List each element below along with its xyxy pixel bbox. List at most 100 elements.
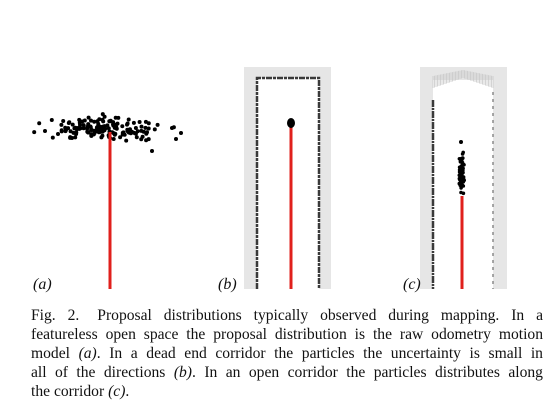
particle-a (50, 135, 55, 140)
particle-a (77, 120, 82, 125)
particle-a (132, 130, 137, 135)
particle-a (49, 118, 54, 122)
corridor-b-walls (255, 76, 321, 289)
particle-a (118, 135, 123, 140)
particle-a (146, 121, 151, 126)
particle-a (144, 138, 149, 143)
particle-a (125, 122, 129, 127)
ref-b: (b) (173, 364, 192, 381)
panel-b-label: (b) (218, 276, 237, 293)
particle-c (459, 176, 463, 181)
particle-a (146, 126, 151, 131)
corridor-b-floor (257, 78, 319, 289)
particle-a (61, 119, 66, 123)
particle-a (103, 126, 108, 131)
particle-a (59, 122, 64, 127)
particle-a (76, 126, 81, 130)
particle-a (95, 119, 100, 124)
figure-number: Fig. 2. (31, 307, 80, 324)
particle-a (100, 129, 105, 134)
particle-a (141, 129, 146, 134)
particle-a (81, 126, 86, 131)
particle-a (128, 127, 132, 132)
particle-a (70, 122, 75, 127)
particle-a (101, 119, 106, 124)
particle-c (461, 162, 466, 167)
particle-a (32, 130, 37, 135)
particle-a (92, 119, 97, 124)
particle-c (461, 150, 466, 155)
particle-a (37, 121, 42, 126)
particle-a (81, 123, 86, 128)
particle-a (43, 129, 47, 133)
particle-a (134, 135, 139, 140)
particle-a (133, 126, 138, 130)
particle-a (70, 136, 74, 140)
caption-line-1: Fig. 2. Proposal distributions typically … (31, 307, 544, 324)
particle-c (459, 140, 463, 144)
particle-a (152, 127, 157, 132)
particle-a (170, 126, 174, 130)
particle-a (86, 130, 91, 135)
particle-a (102, 114, 107, 119)
caption-line-4: all of the directions (b). In an open co… (31, 364, 543, 381)
particle-a (111, 120, 116, 125)
particle-cluster-b (287, 118, 295, 128)
particle-a (89, 118, 93, 123)
caption-line-2: featureless open space the proposal dist… (31, 326, 543, 343)
particle-c (461, 168, 465, 172)
particle-a (73, 135, 78, 140)
particle-a (105, 123, 110, 128)
particle-a (137, 120, 142, 124)
particle-a (64, 128, 68, 132)
particle-a (100, 133, 105, 138)
particle-a (139, 137, 144, 142)
particle-c (457, 157, 462, 161)
figure-caption: Fig. 2. Proposal distributions typically … (31, 306, 543, 401)
particle-a (143, 125, 148, 130)
particle-a (150, 149, 154, 153)
particle-a (111, 137, 116, 141)
particle-a (95, 124, 100, 129)
particle-cloud-a (32, 112, 183, 153)
ref-a: (a) (78, 345, 97, 362)
particle-a (92, 128, 97, 133)
particle-a (126, 117, 131, 122)
particle-a (85, 126, 90, 131)
particle-c (458, 168, 462, 173)
particle-c (461, 191, 466, 196)
particle-a (111, 131, 116, 136)
particle-a (99, 125, 104, 130)
particle-a (120, 124, 125, 129)
particle-a (86, 115, 91, 120)
particle-a (106, 126, 111, 131)
particle-a (179, 131, 183, 135)
ref-c: (c) (108, 383, 126, 400)
particle-a (155, 122, 160, 127)
panel-c-label: (c) (403, 276, 421, 293)
particle-a (82, 118, 87, 123)
particle-c (458, 183, 463, 188)
particle-a (71, 130, 76, 135)
particle-c (462, 178, 467, 183)
particle-a (89, 128, 94, 132)
particle-a (89, 133, 94, 138)
particle-a (121, 130, 126, 135)
particle-a (145, 130, 149, 135)
particle-a (86, 122, 91, 127)
panel-a-graphic (32, 67, 507, 289)
particle-a (124, 138, 129, 143)
particle-cluster-c (457, 140, 467, 196)
caption-line-5: the corridor (c). (31, 383, 130, 400)
particle-a (96, 128, 101, 132)
particle-a (66, 121, 71, 125)
particle-a (59, 128, 64, 133)
particle-c (460, 156, 465, 160)
particle-a (174, 137, 178, 141)
particle-a (111, 123, 116, 128)
particle-a (135, 129, 140, 134)
panel-a-label: (a) (33, 276, 52, 293)
scan-rays-c (432, 70, 494, 88)
particle-a (116, 115, 121, 120)
caption-line-3: model (a). In a dead end corridor the pa… (31, 345, 543, 362)
